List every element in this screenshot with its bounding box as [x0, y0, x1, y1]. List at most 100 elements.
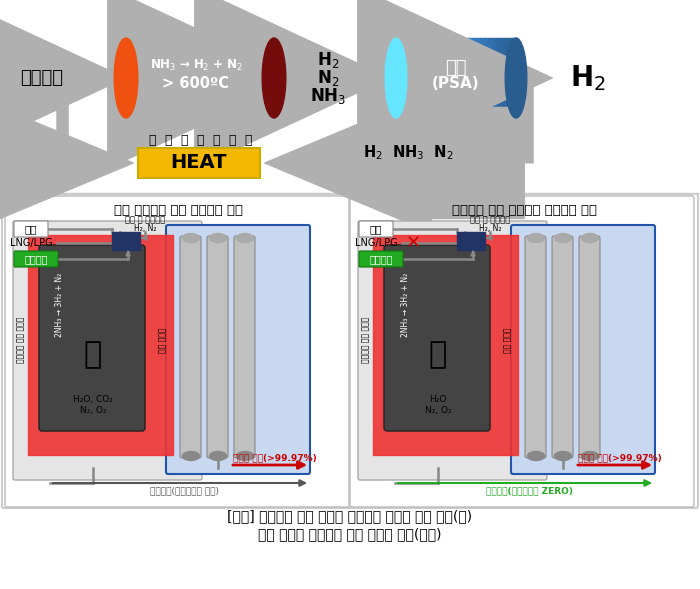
- Ellipse shape: [554, 233, 571, 243]
- Ellipse shape: [183, 233, 200, 243]
- Bar: [412, 38, 416, 118]
- Ellipse shape: [554, 452, 571, 461]
- Bar: [512, 38, 517, 118]
- Text: LNG/LPG: LNG/LPG: [355, 238, 398, 248]
- Ellipse shape: [505, 38, 527, 118]
- Text: ✕: ✕: [405, 234, 421, 252]
- Text: 배기가스(이산화탄소 배출): 배기가스(이산화탄소 배출): [150, 487, 220, 495]
- Bar: [424, 38, 428, 118]
- Ellipse shape: [582, 452, 598, 461]
- Text: H$_2$: H$_2$: [317, 50, 340, 70]
- Bar: [496, 38, 500, 118]
- Bar: [144, 38, 148, 118]
- Ellipse shape: [237, 233, 253, 243]
- Text: 암모니아: 암모니아: [25, 254, 48, 264]
- Text: 🔥: 🔥: [84, 340, 102, 369]
- Text: 기존 기술과 에너지연 개발 기술의 비교(아래): 기존 기술과 에너지연 개발 기술의 비교(아래): [258, 527, 442, 541]
- Bar: [440, 38, 444, 118]
- Bar: [484, 38, 489, 118]
- Bar: [130, 38, 134, 118]
- Ellipse shape: [237, 452, 253, 461]
- FancyBboxPatch shape: [359, 251, 403, 267]
- Text: H₂, N₂: H₂, N₂: [134, 223, 156, 233]
- Bar: [163, 38, 167, 118]
- Text: 🔥: 🔥: [244, 134, 252, 147]
- Text: 암모니아: 암모니아: [20, 69, 64, 87]
- FancyBboxPatch shape: [2, 194, 698, 508]
- FancyBboxPatch shape: [166, 225, 310, 474]
- Bar: [476, 38, 480, 118]
- FancyBboxPatch shape: [552, 236, 573, 458]
- Bar: [452, 38, 456, 118]
- Bar: [170, 38, 174, 118]
- Bar: [207, 38, 211, 118]
- Bar: [416, 38, 421, 118]
- Text: 2NH₃ → 3H₂ + N₂: 2NH₃ → 3H₂ + N₂: [55, 273, 64, 337]
- Text: NH$_3$ → H$_2$ + N$_2$: NH$_3$ → H$_2$ + N$_2$: [150, 58, 242, 72]
- Bar: [373, 235, 518, 455]
- Bar: [167, 38, 171, 118]
- Bar: [244, 38, 248, 118]
- Bar: [141, 38, 145, 118]
- Text: LNG/LPG: LNG/LPG: [10, 238, 52, 248]
- Text: 🔥: 🔥: [228, 134, 236, 147]
- Bar: [126, 38, 130, 118]
- FancyBboxPatch shape: [525, 236, 546, 458]
- FancyBboxPatch shape: [14, 251, 58, 267]
- FancyBboxPatch shape: [234, 236, 255, 458]
- Bar: [211, 38, 216, 118]
- Bar: [428, 38, 433, 118]
- Bar: [226, 38, 230, 118]
- Bar: [432, 38, 437, 118]
- Text: NH$_3$: NH$_3$: [310, 86, 346, 106]
- Bar: [456, 38, 461, 118]
- Bar: [488, 38, 493, 118]
- Text: HEAT: HEAT: [171, 154, 228, 173]
- Bar: [267, 38, 271, 118]
- Bar: [396, 38, 400, 118]
- Bar: [134, 38, 138, 118]
- Text: 암모니아 분해 반응기: 암모니아 분해 반응기: [361, 317, 370, 363]
- Bar: [436, 38, 440, 118]
- Text: 정제: 정제: [445, 59, 467, 77]
- Bar: [468, 38, 472, 118]
- Bar: [508, 38, 512, 118]
- FancyBboxPatch shape: [511, 225, 655, 474]
- Text: 🔥: 🔥: [429, 340, 447, 369]
- Bar: [186, 38, 190, 118]
- Bar: [181, 38, 186, 118]
- Text: 암모니아: 암모니아: [370, 254, 393, 264]
- Bar: [504, 38, 508, 118]
- Text: 수소 정제기: 수소 정제기: [158, 327, 167, 353]
- Text: 고순도 수소(>99.97%): 고순도 수소(>99.97%): [233, 454, 317, 462]
- Text: H$_2$: H$_2$: [570, 63, 606, 93]
- Text: 공기: 공기: [25, 224, 37, 234]
- Bar: [500, 38, 505, 118]
- Bar: [112, 232, 140, 250]
- Ellipse shape: [209, 233, 227, 243]
- Bar: [252, 38, 256, 118]
- Bar: [204, 38, 208, 118]
- Ellipse shape: [385, 38, 407, 118]
- Bar: [200, 38, 204, 118]
- Bar: [444, 38, 449, 118]
- Bar: [480, 38, 484, 118]
- Bar: [259, 38, 263, 118]
- Bar: [233, 38, 237, 118]
- Text: 🔥: 🔥: [148, 134, 155, 147]
- Ellipse shape: [262, 38, 286, 118]
- Bar: [492, 38, 496, 118]
- Ellipse shape: [114, 38, 138, 118]
- Bar: [464, 38, 468, 118]
- Ellipse shape: [582, 233, 598, 243]
- FancyBboxPatch shape: [358, 221, 547, 480]
- Bar: [256, 38, 260, 118]
- Bar: [174, 38, 179, 118]
- Bar: [420, 38, 424, 118]
- FancyBboxPatch shape: [13, 221, 202, 480]
- Bar: [189, 38, 193, 118]
- FancyBboxPatch shape: [39, 245, 145, 431]
- Bar: [155, 38, 160, 118]
- FancyBboxPatch shape: [350, 196, 694, 507]
- Ellipse shape: [183, 452, 200, 461]
